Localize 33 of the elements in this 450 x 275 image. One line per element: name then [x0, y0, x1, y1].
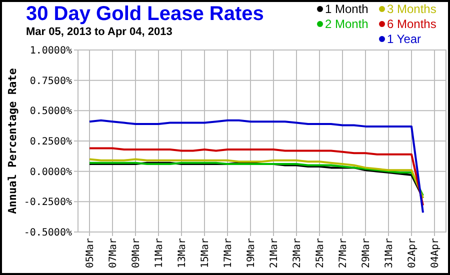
x-tick-label: 25Mar	[315, 238, 326, 268]
x-tick-label: 19Mar	[246, 238, 257, 268]
x-tick-label: 15Mar	[200, 238, 211, 268]
x-tick-label: 11Mar	[154, 238, 165, 268]
x-tick-label: 09Mar	[131, 238, 142, 268]
line-series	[88, 119, 424, 214]
y-tick-label: 1.0000%	[30, 46, 72, 56]
x-tick-label: 02Apr	[407, 238, 418, 268]
line-series	[88, 147, 424, 206]
x-tick-label: 13Mar	[177, 238, 188, 268]
legend-label: 2 Month	[325, 17, 368, 32]
x-tick-label: 29Mar	[361, 238, 372, 268]
y-tick-label: 0.0000%	[30, 166, 72, 178]
y-tick-label: 0.5000%	[30, 106, 72, 118]
x-tick-label: 05Mar	[85, 238, 96, 268]
y-tick-label: 0.7500%	[30, 76, 72, 87]
legend-label: 1 Year	[387, 32, 422, 46]
x-tick-label: 17Mar	[223, 238, 234, 268]
legend-label: 3 Months	[387, 2, 436, 16]
y-axis-title: Annual Percentage Rate	[6, 68, 19, 214]
x-tick-label: 23Mar	[292, 238, 303, 268]
x-tick-label: 27Mar	[338, 238, 349, 268]
y-tick-label: -0.5000%	[24, 228, 72, 238]
x-tick-label: 31Mar	[384, 238, 395, 268]
x-tick-label: 07Mar	[108, 238, 119, 268]
y-tick-label: 0.2500%	[30, 136, 72, 148]
legend-label: 6 Months	[387, 17, 436, 32]
legend-label: 1 Month	[325, 2, 368, 16]
x-tick-label: 21Mar	[269, 238, 280, 268]
chart-title: 30 Day Gold Lease Rates	[26, 3, 264, 25]
x-tick-label: 04Apr	[430, 238, 441, 268]
chart-subtitle: Mar 05, 2013 to Apr 04, 2013	[26, 26, 172, 38]
y-tick-label: -0.2500%	[24, 197, 72, 208]
